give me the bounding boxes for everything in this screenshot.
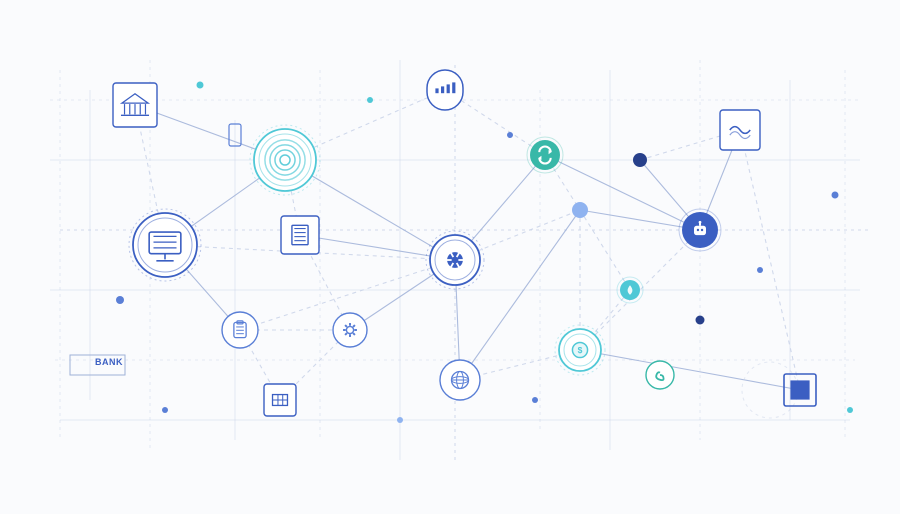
node-dot_b5 (757, 267, 763, 273)
node-table (264, 384, 296, 416)
node-dot_b1 (507, 132, 513, 138)
network-diagram: $ BANK (0, 0, 900, 514)
node-cluster (572, 202, 588, 218)
node-gear2 (333, 313, 367, 347)
node-wave_box (720, 110, 760, 150)
node-drop (617, 277, 643, 303)
node-dot_b2 (116, 296, 124, 304)
node-swap (527, 137, 563, 173)
bank_label: BANK (95, 357, 123, 367)
node-dot_b7 (532, 397, 538, 403)
diagram-svg: $ BANK (0, 0, 900, 514)
node-dot_b9 (847, 407, 853, 413)
node-dot_b8 (162, 407, 168, 413)
node-chart (427, 70, 463, 110)
node-clipboard (222, 312, 258, 348)
node-spiral (646, 361, 674, 389)
node-dot_big (633, 153, 647, 167)
node-dot_cy2 (367, 97, 373, 103)
node-globe (440, 360, 480, 400)
node-dot_b3 (397, 417, 403, 423)
node-bot (679, 209, 721, 251)
node-dot_b4 (696, 316, 705, 325)
svg-text:$: $ (578, 345, 583, 355)
node-dot_b6 (832, 192, 839, 199)
node-doc (281, 216, 319, 254)
node-dot_cy1 (197, 82, 204, 89)
node-bank_box (113, 83, 157, 127)
